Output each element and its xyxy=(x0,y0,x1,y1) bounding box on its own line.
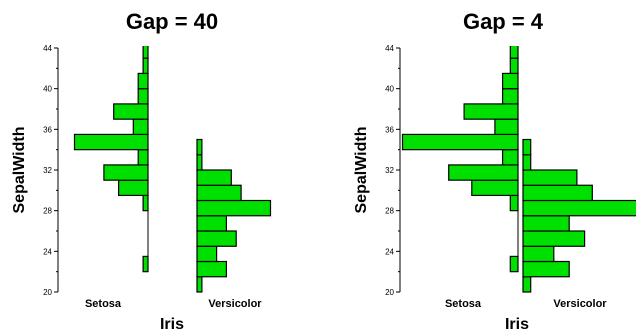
histogram-bar-setosa xyxy=(448,164,519,181)
histogram-bar-setosa xyxy=(142,57,149,75)
y-tick-label: 20 xyxy=(43,288,52,297)
histogram-bar-setosa xyxy=(509,255,519,273)
bars xyxy=(401,46,636,293)
histogram-bar-versicolor xyxy=(196,276,203,293)
y-tick-label: 24 xyxy=(43,247,52,256)
histogram-bar-setosa xyxy=(142,255,149,273)
histogram-bar-versicolor xyxy=(522,276,532,293)
panel-gap-40: Gap = 40 SepalWidth Iris Setosa Versicol… xyxy=(11,9,272,333)
histogram-bar-setosa xyxy=(137,149,149,166)
y-tick-label: 32 xyxy=(43,166,52,175)
histogram-bar-versicolor xyxy=(522,245,555,263)
histogram-bar-versicolor xyxy=(522,215,570,232)
histogram-bar-setosa xyxy=(401,133,519,151)
histogram-bar-versicolor xyxy=(196,260,227,278)
histogram-bar-versicolor xyxy=(522,184,593,202)
histogram-bar-versicolor xyxy=(522,230,586,247)
histogram-bar-versicolor xyxy=(522,154,532,171)
histogram-bar-setosa xyxy=(137,72,149,90)
y-tick-label: 36 xyxy=(385,125,394,134)
y-tick-label: 28 xyxy=(385,207,394,216)
histogram-bar-versicolor xyxy=(196,169,232,186)
histogram-bar-versicolor xyxy=(196,199,272,217)
histogram-bar-setosa xyxy=(113,103,149,120)
histogram-bar-versicolor xyxy=(522,199,636,217)
histogram-bar-setosa xyxy=(494,118,519,136)
x-axis-label: Iris xyxy=(160,316,184,333)
y-tick-label: 28 xyxy=(43,207,52,216)
category-label-versicolor: Versicolor xyxy=(553,298,607,310)
y-tick-label: 40 xyxy=(385,85,394,94)
bars xyxy=(73,46,272,293)
panel-title: Gap = 40 xyxy=(126,9,218,34)
histogram-bar-setosa xyxy=(509,194,519,212)
histogram-bar-versicolor xyxy=(196,138,203,156)
x-axis-label: Iris xyxy=(505,316,529,333)
histogram-bar-versicolor xyxy=(522,260,570,278)
plot-area: 20 24 28 32 36 40 44 xyxy=(43,44,272,297)
histogram-bar-versicolor xyxy=(196,215,227,232)
histogram-bar-setosa xyxy=(509,57,519,75)
histogram-bar-versicolor xyxy=(196,184,242,202)
y-tick-label: 40 xyxy=(43,85,52,94)
histogram-bar-versicolor xyxy=(196,245,218,263)
panel-title: Gap = 4 xyxy=(463,9,544,34)
y-tick-label: 36 xyxy=(43,125,52,134)
y-tick-label: 32 xyxy=(385,166,394,175)
histogram-bar-setosa xyxy=(103,164,149,181)
histogram-bar-versicolor xyxy=(522,169,578,186)
histogram-bar-versicolor xyxy=(196,230,237,247)
y-tick-label: 44 xyxy=(385,44,394,53)
histogram-bar-setosa xyxy=(463,103,519,120)
histogram-bar-setosa xyxy=(502,88,519,105)
category-label-setosa: Setosa xyxy=(85,298,122,310)
histogram-bar-setosa xyxy=(137,88,149,105)
y-tick-label: 24 xyxy=(385,247,394,256)
y-axis-label: SepalWidth xyxy=(11,127,28,214)
histogram-bar-versicolor xyxy=(196,154,203,171)
y-axis-label: SepalWidth xyxy=(353,127,370,214)
category-label-versicolor: Versicolor xyxy=(208,298,262,310)
plot-area: 20 24 28 32 36 40 44 xyxy=(385,44,636,297)
histogram-bar-setosa xyxy=(73,133,149,151)
y-tick-label: 20 xyxy=(385,288,394,297)
category-label-setosa: Setosa xyxy=(445,298,482,310)
histogram-bar-setosa xyxy=(509,46,519,59)
panel-gap-4: Gap = 4 SepalWidth Iris Setosa Versicolo… xyxy=(353,9,636,333)
histogram-bar-setosa xyxy=(471,179,519,197)
histogram-bar-setosa xyxy=(117,179,149,197)
y-tick-label: 44 xyxy=(43,44,52,53)
histogram-bar-setosa xyxy=(502,72,519,90)
histogram-bar-setosa xyxy=(502,149,519,166)
histogram-bar-setosa xyxy=(142,194,149,212)
histogram-bar-setosa xyxy=(142,46,149,59)
histogram-bar-setosa xyxy=(132,118,149,136)
histogram-bar-versicolor xyxy=(522,138,532,156)
